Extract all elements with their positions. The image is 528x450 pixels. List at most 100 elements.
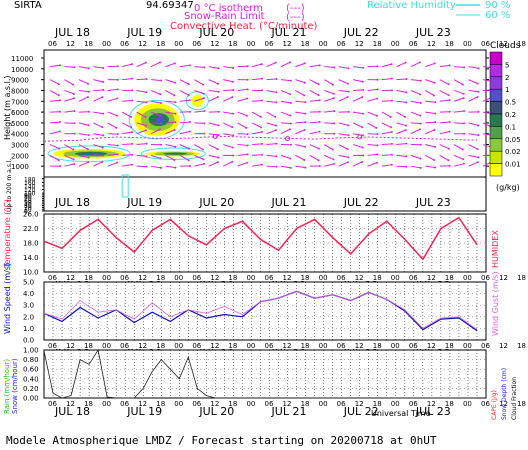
hour-label: 18 — [84, 342, 93, 350]
colorbar-swatch — [489, 51, 503, 65]
wind-arrow-head — [87, 110, 90, 113]
colorbar-swatch — [489, 126, 503, 140]
day-label: JUL 21 — [271, 405, 307, 418]
wind-arrow-head — [58, 147, 61, 150]
wind-arrow — [78, 96, 89, 102]
wind-arrow — [295, 90, 305, 96]
wind-arrow-head — [347, 67, 350, 70]
wind-arrow — [121, 111, 132, 118]
wind-arrow — [353, 66, 364, 69]
wind-arrow-head — [116, 88, 119, 91]
wind-arrow — [338, 122, 349, 126]
wind-arrow-head — [159, 102, 162, 105]
wind-arrow-head — [405, 101, 408, 104]
wind-arrow-head — [260, 163, 263, 166]
wind-arrow-head — [346, 161, 349, 164]
hour-label: 00 — [246, 274, 255, 282]
wind-arrow-head — [131, 163, 134, 166]
wind-arrow-head — [246, 88, 249, 91]
hour-label: 12 — [138, 342, 147, 350]
wind-arrow-head — [346, 95, 349, 98]
wind-arrow — [454, 66, 465, 68]
wind-arrow — [49, 130, 60, 135]
hour-label: 12 — [210, 400, 219, 408]
wind-arrow — [367, 144, 378, 146]
top-day-label: JUL 21 — [271, 26, 307, 39]
rh-60-label: 60 % — [485, 10, 510, 21]
wind-arrow-head — [361, 160, 364, 163]
wind-arrow-head — [217, 134, 220, 137]
wind-arrow — [237, 153, 248, 156]
wind-arrow-head — [376, 78, 379, 81]
wind-arrow — [453, 97, 464, 102]
wind-arrow — [454, 163, 464, 167]
wind-arrow — [78, 144, 88, 150]
wind-arrow — [468, 122, 479, 126]
wind-arrow — [78, 161, 89, 167]
humidex-axis-title: HUMIDEX — [491, 230, 500, 268]
height-tick-label: 11000 — [11, 55, 33, 63]
low-height-tick-label: 60 — [24, 198, 32, 205]
wind-arrow-head — [376, 65, 379, 68]
wind-arrow — [396, 129, 406, 135]
wind-arrow — [439, 90, 449, 96]
wind-arrow — [410, 165, 421, 169]
wind-arrow — [280, 89, 291, 95]
wind-arrow-head — [362, 154, 365, 157]
wind-arrow-head — [361, 146, 364, 149]
wind-arrow-head — [275, 142, 278, 145]
panel4-frame — [43, 349, 487, 399]
wind-arrow — [295, 100, 306, 103]
wind-arrow-head — [433, 128, 436, 131]
hour-label: 18 — [301, 274, 310, 282]
wind-arrow — [410, 154, 421, 160]
wind-arrow-head — [433, 81, 436, 84]
wind-arrow-head — [434, 101, 437, 104]
cloud-region-peak — [155, 116, 165, 123]
wind-arrow-head — [188, 121, 191, 124]
wind-arrow-head — [304, 145, 307, 148]
wind-arrow — [150, 100, 161, 104]
y-tick-label: 0.40 — [23, 375, 39, 383]
wind-arrow — [136, 100, 147, 103]
wind-arrow — [309, 64, 320, 68]
wind-arrow — [64, 97, 75, 102]
wind-arrow-head — [476, 161, 479, 164]
wind-arrow-head — [57, 159, 60, 162]
wind-arrow-head — [188, 64, 191, 67]
hour-label: 06 — [409, 400, 418, 408]
wind-arrow-head — [376, 144, 379, 147]
wind-arrow — [237, 111, 248, 117]
wind-arrow-head — [73, 66, 76, 69]
wind-arrow-head — [202, 158, 205, 161]
wind-arrow — [49, 90, 60, 96]
wind-arrow-head — [390, 130, 393, 133]
wind-arrow — [324, 110, 335, 113]
wind-arrow-head — [289, 114, 292, 117]
wind-arrow — [425, 62, 435, 68]
hour-label: 00 — [463, 274, 472, 282]
hour-label: 18 — [228, 342, 237, 350]
height-tick-label: 3000 — [11, 142, 29, 150]
panel3-frame — [43, 281, 487, 341]
wind-arrow-head — [275, 91, 278, 94]
wind-arrow-head — [462, 92, 465, 95]
station-name: SIRTA — [14, 0, 42, 11]
wind-arrow-head — [145, 77, 148, 80]
wind-arrow — [150, 61, 161, 68]
wind-arrow-head — [289, 93, 292, 96]
colorbar-level: 0.2 — [505, 111, 516, 119]
wind-arrow-head — [275, 165, 278, 168]
wind-arrow-head — [58, 120, 61, 123]
y-tick-label: 10.0 — [23, 269, 39, 277]
wind-arrow — [252, 154, 263, 156]
wind-arrow-head — [203, 132, 206, 135]
wind-arrow — [49, 79, 60, 85]
wind-arrow — [381, 63, 392, 68]
wind-arrow-head — [361, 134, 364, 137]
colorbar-swatch — [489, 138, 503, 152]
wind-arrow — [309, 99, 320, 102]
wind-arrow — [266, 62, 276, 68]
wind-arrow — [107, 122, 117, 129]
